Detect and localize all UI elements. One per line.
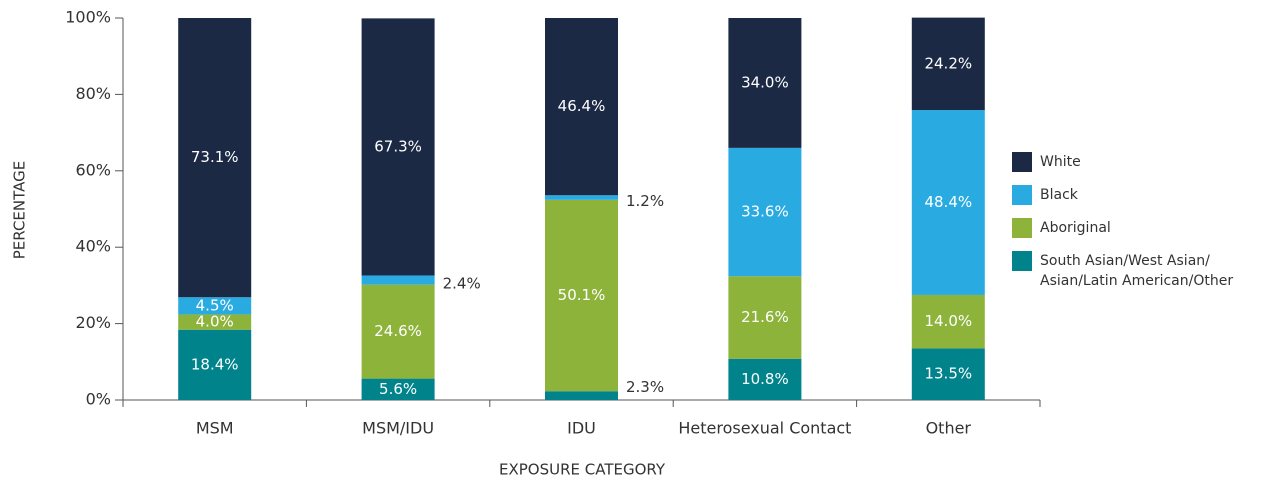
y-tick-label: 0% [86, 390, 111, 409]
y-tick-label: 100% [65, 8, 111, 27]
y-tick-label: 40% [75, 237, 111, 256]
bar-segment [545, 18, 618, 196]
bar-segment [728, 147, 802, 277]
bar-segment [178, 329, 252, 400]
data-label: 4.0% [196, 313, 234, 331]
data-label: 33.6% [741, 203, 789, 221]
bar-segment [361, 18, 435, 276]
data-label: 2.3% [626, 378, 664, 396]
bar-segment [361, 284, 435, 379]
legend-label: Aboriginal [1040, 220, 1111, 236]
data-label: 1.2% [626, 192, 664, 210]
x-tick-label: Heterosexual Contact [678, 419, 851, 438]
legend-swatch [1012, 185, 1032, 205]
data-label: 50.1% [558, 286, 606, 304]
data-label: 13.5% [924, 365, 972, 383]
bar-segment [728, 18, 802, 148]
x-tick-label: MSM/IDU [362, 419, 434, 438]
bar-segment [728, 276, 802, 359]
x-axis-title: EXPOSURE CATEGORY [499, 461, 666, 479]
data-label: 46.4% [558, 97, 606, 115]
bar-segment [178, 314, 252, 330]
data-label: 18.4% [191, 355, 239, 373]
data-label: 4.5% [196, 296, 234, 314]
bar-segment [911, 348, 985, 400]
x-tick-label: IDU [567, 419, 596, 438]
data-label: 67.3% [374, 137, 422, 155]
data-label: 5.6% [379, 380, 417, 398]
data-label: 2.4% [443, 275, 481, 293]
legend-swatch [1012, 152, 1032, 172]
data-label: 34.0% [741, 73, 789, 91]
x-tick-label: MSM [196, 419, 234, 438]
data-label: 73.1% [191, 148, 239, 166]
bar-segment [728, 358, 802, 400]
bar-segment [361, 275, 435, 285]
legend-label: South Asian/West Asian/Asian/Latin Ameri… [1040, 253, 1233, 289]
data-label: 10.8% [741, 370, 789, 388]
legend-label: Black [1040, 187, 1079, 203]
data-label: 14.0% [924, 312, 972, 330]
data-label: 24.2% [924, 54, 972, 72]
bar-segment [911, 294, 985, 349]
bar-segment [545, 195, 618, 200]
y-tick-label: 80% [75, 84, 111, 103]
bar-segment [911, 17, 985, 111]
bar-segment [361, 378, 435, 400]
y-tick-label: 60% [75, 160, 111, 179]
legend-swatch [1012, 251, 1032, 271]
data-label: 21.6% [741, 308, 789, 326]
bar-segment [545, 199, 618, 392]
data-label: 24.6% [374, 322, 422, 340]
x-tick-label: Other [926, 419, 972, 438]
bar-segment [178, 297, 252, 315]
y-axis-title: PERCENTAGE [11, 161, 29, 259]
legend-label: White [1040, 154, 1081, 170]
data-label: 48.4% [924, 193, 972, 211]
bar-segment [178, 18, 252, 298]
y-tick-label: 20% [75, 313, 111, 332]
bar-segment [545, 391, 618, 400]
bar-segment [911, 110, 985, 295]
legend-swatch [1012, 218, 1032, 238]
